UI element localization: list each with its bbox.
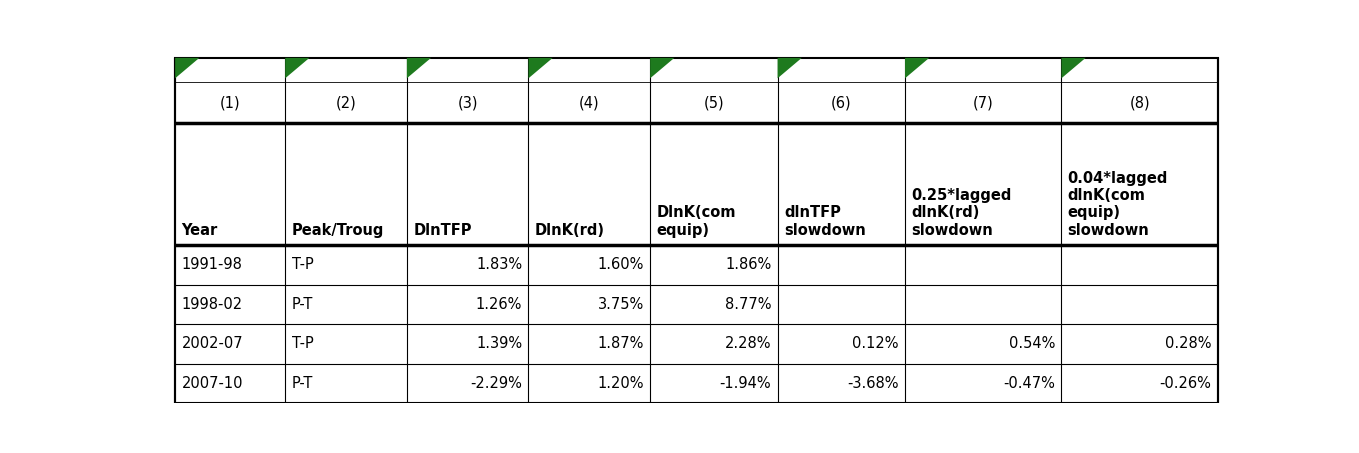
- Text: 2007-10: 2007-10: [182, 376, 243, 391]
- Polygon shape: [175, 58, 200, 78]
- Text: -0.47%: -0.47%: [1003, 376, 1055, 391]
- Text: 1.20%: 1.20%: [598, 376, 644, 391]
- Text: 1998-02: 1998-02: [182, 297, 243, 312]
- Text: DlnTFP: DlnTFP: [413, 223, 472, 238]
- Text: 3.75%: 3.75%: [598, 297, 644, 312]
- Text: 1.39%: 1.39%: [476, 337, 522, 352]
- Text: (2): (2): [336, 95, 356, 110]
- Text: -1.94%: -1.94%: [720, 376, 772, 391]
- Text: -2.29%: -2.29%: [470, 376, 522, 391]
- Text: DlnK(com
equip): DlnK(com equip): [656, 205, 737, 238]
- Text: 2.28%: 2.28%: [724, 337, 772, 352]
- Text: P-T: P-T: [292, 376, 313, 391]
- Text: P-T: P-T: [292, 297, 313, 312]
- Text: DlnK(rd): DlnK(rd): [535, 223, 605, 238]
- Polygon shape: [650, 58, 674, 78]
- Text: -0.26%: -0.26%: [1159, 376, 1211, 391]
- Text: T-P: T-P: [292, 337, 314, 352]
- Text: -3.68%: -3.68%: [847, 376, 898, 391]
- Text: 1991-98: 1991-98: [182, 257, 242, 272]
- Text: 0.25*lagged
dlnK(rd)
slowdown: 0.25*lagged dlnK(rd) slowdown: [912, 188, 1011, 238]
- Text: (7): (7): [973, 95, 993, 110]
- Polygon shape: [285, 58, 310, 78]
- Text: (1): (1): [220, 95, 241, 110]
- Polygon shape: [905, 58, 930, 78]
- Text: 1.83%: 1.83%: [476, 257, 522, 272]
- Text: 2002-07: 2002-07: [182, 337, 243, 352]
- Text: (5): (5): [704, 95, 724, 110]
- Text: T-P: T-P: [292, 257, 314, 272]
- Text: 0.54%: 0.54%: [1008, 337, 1055, 352]
- Text: 8.77%: 8.77%: [724, 297, 772, 312]
- Text: (8): (8): [1129, 95, 1150, 110]
- Text: 0.28%: 0.28%: [1165, 337, 1211, 352]
- Text: dlnTFP
slowdown: dlnTFP slowdown: [784, 205, 866, 238]
- Text: 1.26%: 1.26%: [476, 297, 522, 312]
- Polygon shape: [406, 58, 431, 78]
- Text: 1.87%: 1.87%: [598, 337, 644, 352]
- Text: (6): (6): [830, 95, 852, 110]
- Text: 0.04*lagged
dlnK(com
equip)
slowdown: 0.04*lagged dlnK(com equip) slowdown: [1068, 171, 1169, 238]
- Text: (3): (3): [458, 95, 478, 110]
- Text: (4): (4): [579, 95, 599, 110]
- Polygon shape: [1061, 58, 1086, 78]
- Text: 0.12%: 0.12%: [852, 337, 898, 352]
- Polygon shape: [777, 58, 802, 78]
- Polygon shape: [529, 58, 553, 78]
- Text: 1.60%: 1.60%: [598, 257, 644, 272]
- Text: Peak/Troug: Peak/Troug: [292, 223, 383, 238]
- Text: Year: Year: [182, 223, 217, 238]
- Text: 1.86%: 1.86%: [724, 257, 772, 272]
